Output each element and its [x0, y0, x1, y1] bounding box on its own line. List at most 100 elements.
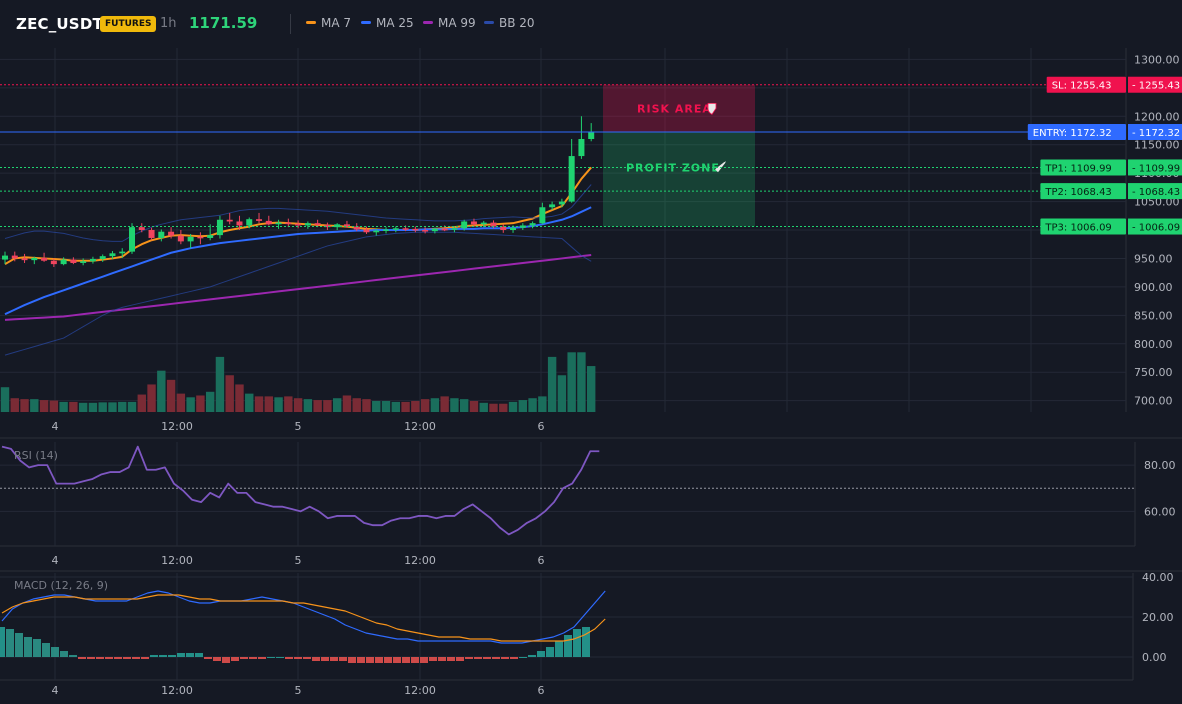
volume-bar: [469, 400, 479, 412]
volume-bar: [235, 384, 244, 412]
candle-body: [236, 221, 243, 226]
candle-body: [158, 231, 165, 238]
macd-histogram-bar: [366, 657, 374, 663]
volume-bar: [401, 401, 410, 412]
macd-histogram-bar: [42, 643, 50, 657]
legend-ma7[interactable]: MA 7: [306, 16, 351, 30]
profit-zone: [603, 131, 755, 227]
time-tick-label: 6: [538, 554, 545, 567]
candle-body: [119, 251, 126, 254]
candle-body: [461, 221, 468, 229]
candle-body: [353, 226, 360, 230]
macd-histogram-bar: [51, 647, 59, 657]
volume-bar: [274, 397, 283, 412]
volume-bar: [567, 352, 576, 412]
macd-histogram-bar: [528, 655, 536, 657]
chart-header: ZEC_USDT FUTURES 1h 1171.59 MA 7 MA 25 M…: [0, 0, 1182, 48]
level-axis-text: - 1172.32: [1132, 128, 1180, 139]
candle-body: [539, 207, 546, 224]
macd-histogram-bar: [429, 657, 437, 661]
candle-body: [285, 222, 292, 225]
futures-badge: FUTURES: [100, 16, 157, 32]
macd-histogram-bar: [258, 657, 266, 659]
macd-histogram-bar: [87, 657, 95, 659]
candle-body: [265, 220, 272, 225]
candle-body: [314, 223, 321, 225]
macd-histogram-bar: [330, 657, 338, 661]
candle-body: [451, 228, 458, 230]
candle-body: [324, 224, 331, 228]
macd-tick-label: 0.00: [1142, 651, 1167, 664]
legend-bb20[interactable]: BB 20: [484, 16, 535, 30]
macd-histogram-bar: [15, 633, 23, 657]
macd-histogram-bar: [69, 655, 77, 657]
candle-body: [177, 235, 184, 242]
time-tick-label: 6: [538, 684, 545, 697]
level-axis-box: [1128, 183, 1182, 200]
macd-histogram-bar: [348, 657, 356, 663]
macd-histogram-bar: [6, 629, 14, 657]
candle-body: [109, 253, 116, 257]
candle-body: [138, 227, 145, 230]
level-axis-text: - 1068.43: [1132, 187, 1180, 198]
volume-bar: [284, 396, 293, 412]
macd-histogram-bar: [510, 657, 518, 659]
macd-histogram-bar: [357, 657, 365, 663]
candle-body: [578, 139, 585, 157]
price-tick-label: 1150.00: [1134, 139, 1180, 152]
price-tick-label: 750.00: [1134, 366, 1173, 379]
candle-body: [21, 258, 28, 261]
volume-bar: [303, 399, 313, 412]
macd-histogram-bar: [411, 657, 419, 663]
legend-ma7-label: MA 7: [321, 16, 352, 30]
volume-bar: [59, 401, 68, 412]
volume-bar: [411, 400, 420, 412]
candle-body: [500, 226, 507, 230]
macd-histogram-bar: [384, 657, 392, 663]
level-label-text: SL: 1255.43: [1052, 81, 1112, 92]
time-tick-label: 12:00: [404, 554, 436, 567]
candle-body: [246, 219, 253, 226]
macd-histogram-bar: [438, 657, 446, 661]
legend-ma25-label: MA 25: [376, 16, 414, 30]
macd-histogram-bar: [0, 627, 5, 657]
level-label-text: TP3: 1006.09: [1044, 223, 1111, 234]
volume-bar: [372, 400, 381, 412]
macd-histogram-bar: [420, 657, 428, 663]
symbol-title[interactable]: ZEC_USDT: [16, 15, 103, 33]
volume-bar: [166, 379, 176, 412]
candle-body: [2, 255, 8, 260]
candle-body: [256, 219, 263, 221]
level-label-box: [1027, 123, 1126, 140]
timeframe-label[interactable]: 1h: [160, 16, 177, 31]
volume-bar: [528, 398, 537, 412]
legend-ma99-label: MA 99: [438, 16, 476, 30]
trade-level-labels: SL: 1255.43 - 1255.43 ENTRY: 1172.32 - 1172…: [1027, 76, 1182, 235]
rsi-pane-title: RSI (14): [14, 449, 58, 462]
macd-histogram-bar: [186, 653, 194, 657]
legend-ma25[interactable]: MA 25: [361, 16, 414, 30]
volume-bar: [342, 395, 352, 412]
legend-ma99[interactable]: MA 99: [423, 16, 476, 30]
macd-histogram-bar: [195, 653, 203, 657]
volume-bar: [420, 399, 430, 412]
macd-histogram-bar: [150, 655, 158, 657]
volume-bar: [508, 401, 518, 412]
macd-macd-line: [1, 590, 606, 644]
candle-body: [363, 229, 370, 233]
volume-bar: [176, 393, 186, 412]
volume-bar: [293, 398, 303, 412]
candle-body: [129, 227, 136, 252]
volume-bar: [225, 375, 234, 412]
candle-body: [480, 222, 487, 225]
series-bb-20-upper: [4, 184, 592, 242]
level-label-box: [1046, 76, 1126, 93]
ma99-swatch-icon: [423, 21, 433, 24]
candle-body: [519, 225, 526, 228]
level-axis-text: - 1255.43: [1132, 81, 1180, 92]
candle-body: [549, 204, 556, 208]
macd-histogram-bar: [249, 657, 257, 659]
candle-body: [226, 219, 233, 222]
volume-bar: [254, 396, 264, 412]
